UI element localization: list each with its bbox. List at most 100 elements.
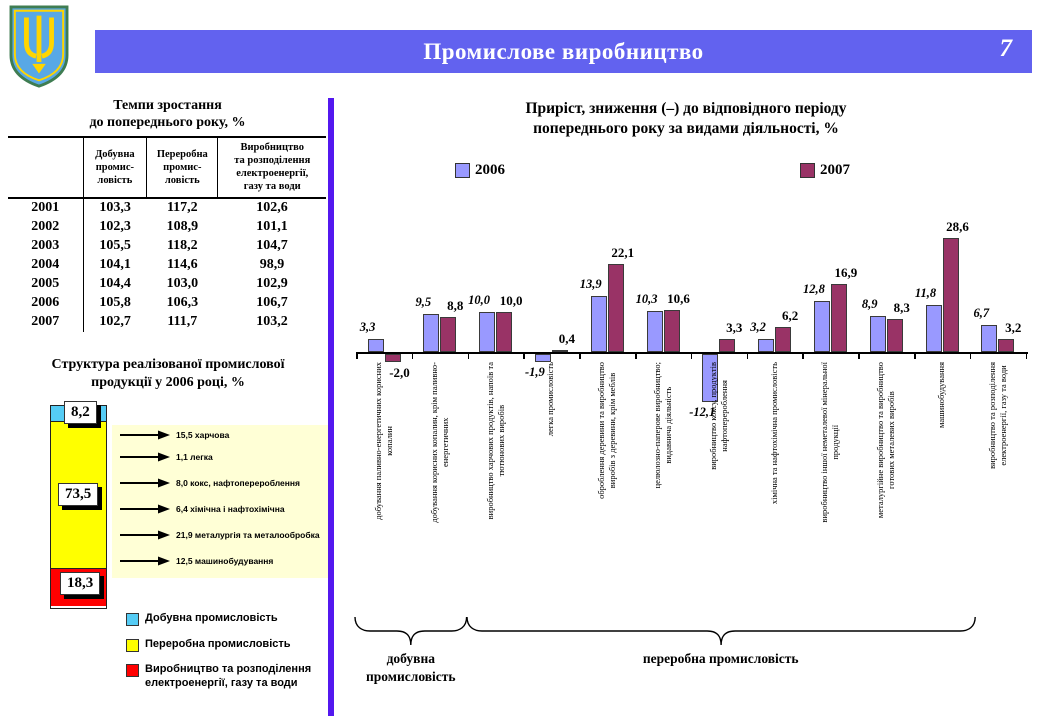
bar-2007 <box>440 316 457 352</box>
table-cell: 2003 <box>8 236 84 256</box>
bar-2007 <box>496 312 513 352</box>
growth-table-title: Темпи зростання до попереднього року, % <box>89 98 246 130</box>
arrow-icon <box>120 478 170 488</box>
axis-tick <box>746 352 749 359</box>
bar-2006 <box>702 354 719 403</box>
table-cell: 108,9 <box>166 219 199 234</box>
bar-2007 <box>384 354 401 362</box>
category-label: добування корисних копалин, крім паливно… <box>412 362 468 612</box>
axis-tick <box>635 352 637 359</box>
callout-label: 15,5 харчова <box>176 430 230 440</box>
arrow-icon <box>120 556 170 566</box>
category-label-text: оброблення деревини та виробництво вироб… <box>596 362 618 499</box>
bar-2007 <box>998 339 1015 352</box>
bar-value-label: 6,7 <box>973 306 990 321</box>
table-cell: 2001 <box>8 197 84 218</box>
legend-item: Переробна промисловість <box>126 638 291 652</box>
legend-swatch <box>126 639 139 652</box>
legend-item: Добувна промисловість <box>126 612 278 626</box>
callout-label: 1,1 легка <box>176 452 213 462</box>
legend-label: Переробна промисловість <box>145 638 291 650</box>
table-cell: 106,3 <box>166 295 199 310</box>
header-bar: Промислове виробництво 7 <box>95 30 1032 73</box>
callout: 8,0 кокс, нафтоперероблення <box>120 478 300 488</box>
category-label-text: виробництво іншої неметалевої мінерально… <box>819 362 841 523</box>
arrow-icon <box>120 452 170 462</box>
callout-label: 6,4 хімічна і нафтохімічна <box>176 504 285 514</box>
segment-value-label: 8,2 <box>64 401 97 424</box>
category-label: оброблення деревини та виробництво вироб… <box>579 362 635 612</box>
bar-2006 <box>869 316 886 352</box>
table-row: 2001 103,3 117,2 102,6 <box>8 197 326 218</box>
table-row: 2004 104,1 114,6 98,9 <box>8 255 326 275</box>
group-brace <box>354 616 468 646</box>
column-header: Переробна промис- ловість <box>146 137 218 198</box>
callout-label: 12,5 машинобудування <box>176 556 274 566</box>
legend-item: Виробництво та розподілення електроенерг… <box>126 663 350 691</box>
table-cell: 105,8 <box>99 295 131 310</box>
table-row: 2006 105,8 106,3 106,7 <box>8 293 326 313</box>
growth-table: Добувна промис- ловість Переробна промис-… <box>8 136 326 332</box>
column-header <box>8 137 83 198</box>
callout: 21,9 металургія та металообробка <box>120 530 320 540</box>
category-label: хімічна та нафтохімічна промисловість <box>747 362 803 612</box>
category-label-text: виробництво коксу, продуктів нафтопереро… <box>707 362 729 470</box>
category-label: виробництво та розподілення електроенерг… <box>970 362 1026 612</box>
table-cell: 104,1 <box>99 257 131 272</box>
bar-2006 <box>646 310 663 352</box>
bar-value-label: 3,2 <box>750 320 766 335</box>
callout-label: 8,0 кокс, нафтоперероблення <box>176 478 300 488</box>
bar-value-label: 3,2 <box>1005 320 1022 336</box>
axis-tick <box>1025 352 1028 359</box>
axis-tick <box>579 352 581 359</box>
axis-tick <box>356 352 358 359</box>
table-cell: 102,3 <box>99 219 131 234</box>
group-brace-label: добувна промисловість <box>366 651 456 684</box>
axis-tick <box>858 352 860 359</box>
table-cell: 117,2 <box>166 200 198 215</box>
bar-value-label: -12,1 <box>689 405 716 420</box>
bar-2007 <box>551 350 568 353</box>
table-cell: 102,7 <box>99 314 131 329</box>
structure-chart-title: Структура реалізованої промислової проду… <box>51 357 285 390</box>
category-label-text: целюлозно-паперове виробництво; видавнич… <box>651 362 673 489</box>
bar-value-label: 8,3 <box>893 299 910 315</box>
category-label-text: добування корисних копалин, крім паливно… <box>428 362 450 523</box>
category-label: добування паливно-енергетичних корисних … <box>356 362 412 612</box>
legend-label: Добувна промисловість <box>145 612 278 624</box>
category-label-text: добування паливно-енергетичних корисних … <box>372 362 394 520</box>
callout: 12,5 машинобудування <box>120 556 273 566</box>
table-row: 2003 105,5 118,2 104,7 <box>8 236 326 256</box>
arrow-icon <box>120 504 170 514</box>
category-label-text: хімічна та нафтохімічна промисловість <box>768 362 779 505</box>
chart-legend-item: 2007 <box>800 162 850 179</box>
table-cell: 102,9 <box>256 276 288 291</box>
category-label: виробництво іншої неметалевої мінерально… <box>802 362 858 612</box>
table-cell: 101,1 <box>256 219 288 234</box>
callout: 1,1 легка <box>120 452 213 462</box>
bar-value-label: 8,9 <box>861 297 878 312</box>
table-cell: 104,7 <box>256 238 288 253</box>
table-cell: 98,9 <box>259 257 285 272</box>
table-cell: 118,2 <box>166 238 198 253</box>
bar-2006 <box>367 338 384 352</box>
group-brace <box>465 616 976 646</box>
bar-value-label: 11,8 <box>914 285 937 300</box>
bar-2007 <box>719 338 736 352</box>
bar-value-label: 10,3 <box>635 291 658 306</box>
main-chart-title: Приріст, зниження (–) до відповідного пе… <box>525 100 847 138</box>
bar-2007 <box>830 284 847 352</box>
bar-value-label: 28,6 <box>946 218 969 234</box>
bar-value-label: -1,9 <box>524 364 545 379</box>
bar-value-label: 9,5 <box>415 295 432 309</box>
table-row: 2007 102,7 111,7 103,2 <box>8 312 326 332</box>
table-row: 2002 102,3 108,9 101,1 <box>8 217 326 237</box>
bar-2007 <box>942 237 959 352</box>
callout-label: 21,9 металургія та металообробка <box>176 530 320 540</box>
legend-label: 2007 <box>820 162 850 178</box>
legend-swatch <box>455 163 470 178</box>
segment-value-label: 18,3 <box>60 572 101 595</box>
category-label-text: виробництво та розподілення електроенерг… <box>986 362 1008 469</box>
bar-2006 <box>479 312 496 352</box>
